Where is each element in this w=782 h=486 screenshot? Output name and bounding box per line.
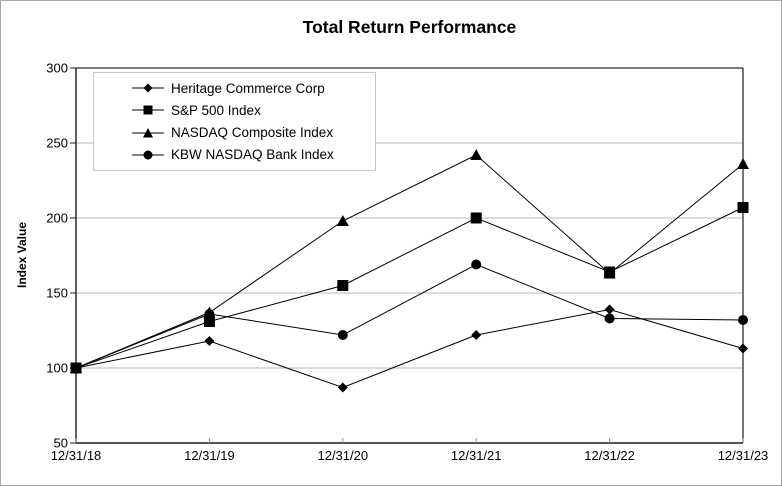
x-tick-label: 12/31/23 [718, 448, 769, 463]
y-tick-label: 300 [46, 61, 68, 76]
triangle-marker-icon [603, 267, 616, 279]
legend-label: Heritage Commerce Corp [171, 80, 325, 96]
circle-marker-icon [738, 315, 748, 325]
legend-label: NASDAQ Composite Index [171, 125, 334, 141]
y-tick-label: 100 [46, 361, 68, 376]
circle-marker-icon [337, 330, 348, 340]
legend-item-sp500-index: S&P 500 Index [132, 103, 375, 118]
diamond-marker-icon [204, 336, 215, 346]
x-tick-label: 12/31/18 [51, 448, 102, 463]
series-line-triangle [75, 154, 744, 369]
y-tick-label: 50 [54, 436, 68, 451]
legend-label: S&P 500 Index [171, 102, 261, 118]
diamond-marker-icon [132, 83, 164, 93]
square-marker-icon [132, 105, 164, 115]
series-line-diamond [75, 308, 744, 389]
triangle-marker-icon [470, 149, 483, 160]
diamond-marker-icon [604, 304, 615, 315]
circle-marker-icon [471, 259, 482, 270]
series-line-square [75, 207, 744, 369]
legend-item-kbw-nasdaq-bank-index: KBW NASDAQ Bank Index [132, 147, 375, 162]
square-marker-icon [470, 212, 482, 224]
circle-marker-icon [604, 313, 615, 324]
square-marker-icon [337, 280, 349, 291]
circle-marker-icon [204, 309, 215, 319]
circle-marker-icon [71, 363, 81, 373]
x-tick-label: 12/31/22 [584, 448, 635, 463]
chart-legend: Heritage Commerce Corp S&P 500 Index NAS… [93, 72, 376, 171]
x-tick-label: 12/31/20 [317, 448, 368, 463]
legend-item-heritage-commerce-corp: Heritage Commerce Corp [132, 81, 375, 96]
x-tick-label: 12/31/19 [184, 448, 235, 463]
square-marker-icon [203, 316, 215, 327]
triangle-marker-icon [336, 215, 349, 226]
series-line-circle [75, 263, 744, 369]
diamond-marker-icon [738, 343, 748, 354]
triangle-marker-icon [132, 127, 164, 138]
chart-title: Total Return Performance [302, 17, 517, 37]
circle-marker-icon [132, 150, 164, 160]
legend-item-nasdaq-composite-index: NASDAQ Composite Index [132, 125, 375, 140]
x-tick-label: 12/31/21 [451, 448, 502, 463]
diamond-marker-icon [471, 330, 482, 340]
y-tick-label: 250 [46, 136, 68, 151]
triangle-marker-icon [737, 158, 749, 169]
y-tick-label: 150 [46, 286, 68, 301]
diamond-marker-icon [337, 382, 348, 393]
square-marker-icon [737, 202, 749, 213]
legend-label: KBW NASDAQ Bank Index [171, 147, 334, 163]
y-tick-label: 200 [46, 211, 68, 226]
